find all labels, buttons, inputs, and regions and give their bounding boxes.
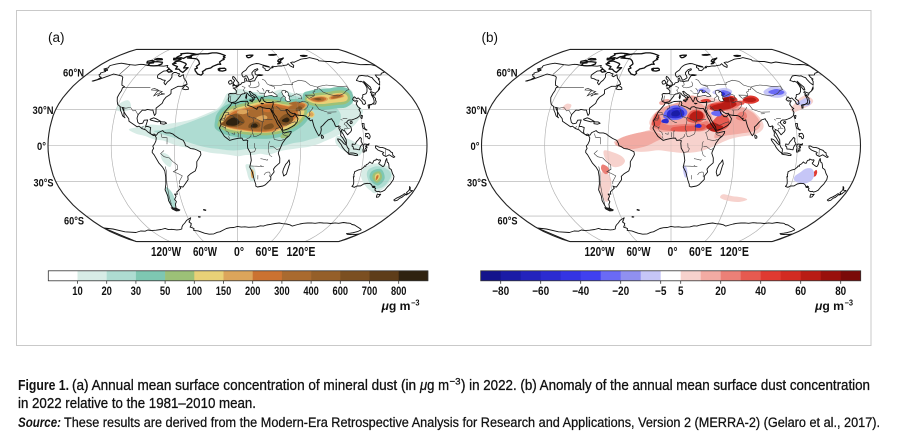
svg-text:(a): (a) bbox=[48, 30, 65, 45]
svg-text:600: 600 bbox=[333, 284, 349, 298]
svg-text:80: 80 bbox=[835, 284, 846, 298]
svg-text:5: 5 bbox=[678, 284, 684, 298]
svg-text:10: 10 bbox=[72, 284, 83, 298]
svg-text:60°W: 60°W bbox=[627, 245, 651, 259]
svg-text:200: 200 bbox=[245, 284, 261, 298]
svg-text:60°W: 60°W bbox=[193, 245, 217, 259]
svg-text:μg m: μg m bbox=[814, 299, 844, 313]
svg-text:0°: 0° bbox=[37, 141, 46, 153]
svg-text:−20: −20 bbox=[612, 284, 629, 298]
svg-text:−3: −3 bbox=[450, 377, 461, 388]
svg-text:−3: −3 bbox=[411, 299, 420, 308]
svg-text:−3: −3 bbox=[845, 299, 854, 308]
svg-text:30°S: 30°S bbox=[34, 177, 54, 189]
svg-text:−60: −60 bbox=[532, 284, 549, 298]
svg-text:120°W: 120°W bbox=[151, 245, 181, 259]
svg-text:−40: −40 bbox=[572, 284, 589, 298]
svg-text:60°S: 60°S bbox=[64, 215, 84, 227]
svg-text:Figure 1.: Figure 1. bbox=[18, 378, 69, 394]
svg-text:100: 100 bbox=[187, 284, 203, 298]
svg-text:120°W: 120°W bbox=[585, 245, 615, 259]
svg-text:60: 60 bbox=[795, 284, 806, 298]
svg-text:150: 150 bbox=[216, 284, 232, 298]
svg-text:30°N: 30°N bbox=[33, 105, 54, 117]
svg-text:800: 800 bbox=[391, 284, 407, 298]
svg-text:30: 30 bbox=[131, 284, 142, 298]
svg-text:(a) Annual mean surface concen: (a) Annual mean surface concentration of… bbox=[72, 378, 416, 394]
svg-text:50: 50 bbox=[160, 284, 171, 298]
svg-text:30°N: 30°N bbox=[466, 105, 487, 117]
svg-text:) in 2022. (b) Anomaly of the: ) in 2022. (b) Anomaly of the annual mea… bbox=[461, 378, 870, 394]
svg-text:0°: 0° bbox=[668, 245, 678, 259]
svg-text:60°E: 60°E bbox=[689, 245, 712, 259]
svg-text:700: 700 bbox=[362, 284, 378, 298]
svg-text:400: 400 bbox=[303, 284, 319, 298]
svg-text:0°: 0° bbox=[471, 141, 480, 153]
svg-text:30°S: 30°S bbox=[467, 177, 487, 189]
svg-text:20: 20 bbox=[101, 284, 112, 298]
svg-text:60°N: 60°N bbox=[497, 67, 518, 79]
svg-text:120°E: 120°E bbox=[287, 245, 316, 259]
svg-text:−5: −5 bbox=[655, 284, 667, 298]
svg-text:20: 20 bbox=[715, 284, 726, 298]
svg-text:−80: −80 bbox=[492, 284, 509, 298]
svg-text:(b): (b) bbox=[482, 30, 499, 45]
svg-text:120°E: 120°E bbox=[720, 245, 749, 259]
svg-text:μg m: μg m bbox=[419, 378, 449, 394]
svg-text:60°E: 60°E bbox=[256, 245, 279, 259]
svg-text:40: 40 bbox=[755, 284, 766, 298]
svg-text:Source:: Source: bbox=[18, 415, 61, 430]
svg-text:60°N: 60°N bbox=[63, 67, 84, 79]
svg-text:μg m: μg m bbox=[380, 299, 410, 313]
svg-text:in 2022 relative to the 1981–2: in 2022 relative to the 1981–2010 mean. bbox=[18, 396, 256, 412]
svg-text:300: 300 bbox=[274, 284, 290, 298]
svg-text:0°: 0° bbox=[234, 245, 244, 259]
svg-text:60°S: 60°S bbox=[498, 215, 518, 227]
svg-text:These results are derived from: These results are derived from the Moder… bbox=[64, 415, 880, 430]
